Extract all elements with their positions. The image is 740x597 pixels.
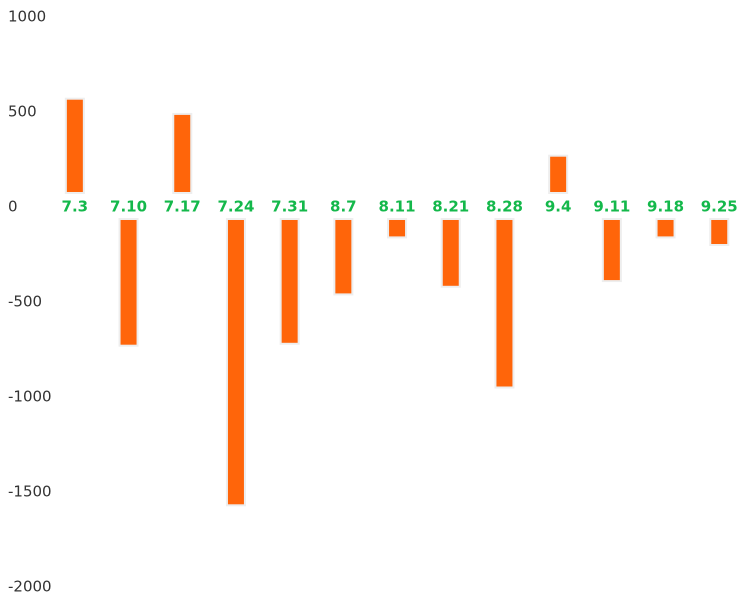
- bar: [279, 218, 300, 345]
- bar: [548, 154, 569, 194]
- x-tick-label: 7.31: [271, 198, 308, 216]
- y-tick-label: 1000: [8, 8, 46, 26]
- bar: [655, 218, 676, 239]
- x-tick-label: 8.11: [379, 198, 416, 216]
- x-tick-label: 7.3: [62, 198, 89, 216]
- x-tick-label: 8.7: [330, 198, 357, 216]
- x-tick-label: 7.10: [110, 198, 147, 216]
- bar: [172, 112, 193, 194]
- x-tick-label: 7.17: [164, 198, 201, 216]
- x-tick-label: 9.4: [545, 198, 572, 216]
- x-tick-label: 9.25: [701, 198, 738, 216]
- bar: [601, 218, 622, 283]
- bar: [709, 218, 730, 246]
- bar: [225, 218, 246, 507]
- x-tick-label: 9.18: [647, 198, 684, 216]
- y-tick-label: 0: [8, 198, 18, 216]
- x-tick-label: 8.28: [486, 198, 523, 216]
- y-tick-label: -500: [8, 293, 42, 311]
- bar: [333, 218, 354, 296]
- y-tick-label: 500: [8, 103, 37, 121]
- bar: [440, 218, 461, 288]
- x-tick-label: 7.24: [217, 198, 254, 216]
- x-tick-label: 8.21: [432, 198, 469, 216]
- bar: [64, 97, 85, 194]
- bar: [118, 218, 139, 347]
- bar: [494, 218, 515, 389]
- x-tick-label: 9.11: [593, 198, 630, 216]
- bar: [387, 218, 408, 239]
- y-tick-label: -2000: [8, 578, 52, 596]
- y-tick-label: -1500: [8, 483, 52, 501]
- y-tick-label: -1000: [8, 388, 52, 406]
